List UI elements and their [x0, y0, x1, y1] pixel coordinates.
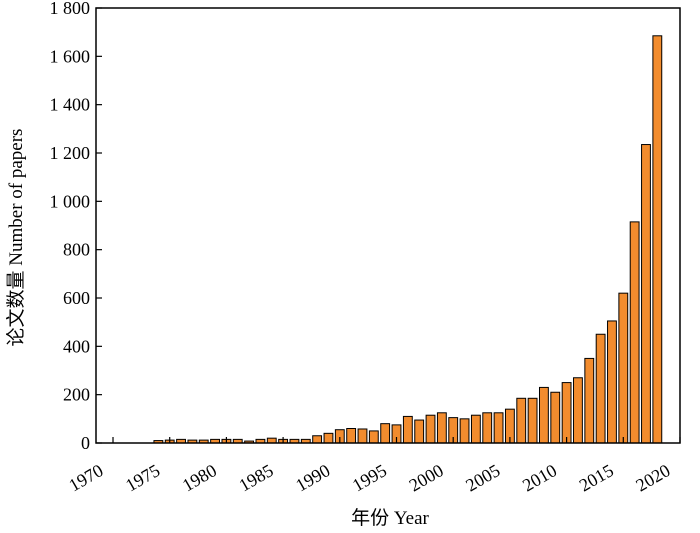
y-tick-label: 0 [81, 433, 90, 453]
x-tick-label: 2005 [462, 460, 503, 495]
bar-2002 [470, 414, 481, 444]
x-tick-label: 1985 [236, 460, 277, 495]
y-axis-title: 论文数量 Number of papers [5, 129, 27, 347]
bar-1996 [402, 415, 413, 444]
x-tick-label: 2020 [632, 460, 673, 495]
y-tick-label: 1 000 [50, 191, 91, 211]
y-axis-ticks: 0 200 400 600 800 1 000 1 200 1 400 1 600 1 800 [50, 0, 102, 453]
bar-1991 [346, 428, 357, 444]
bar-2011 [573, 377, 583, 444]
x-tick-label: 2010 [519, 460, 560, 495]
x-tick-label: 2015 [576, 460, 617, 495]
bar-2003 [482, 412, 493, 444]
x-tick-label: 1980 [179, 460, 220, 495]
bar-2004 [493, 412, 504, 444]
bar-2013 [595, 333, 606, 444]
x-axis-title: 年份 Year [351, 507, 429, 529]
y-tick-label: 1 600 [50, 46, 91, 66]
bar-1999 [436, 412, 447, 444]
bar-1992 [357, 428, 368, 444]
plot-frame [95, 7, 681, 444]
bar-2001 [459, 418, 470, 444]
y-tick-label: 1 400 [50, 95, 91, 115]
bar-2009 [550, 391, 561, 444]
y-tick-label: 1 800 [50, 0, 91, 18]
bar-2017 [641, 144, 651, 444]
bar-2008 [538, 386, 549, 444]
x-tick-label: 1970 [65, 460, 106, 495]
y-tick-label: 1 200 [50, 143, 91, 163]
bar-2010 [561, 382, 572, 444]
bars-group [153, 35, 663, 444]
x-tick-label: 1990 [292, 460, 333, 495]
y-tick-label: 600 [63, 288, 90, 308]
x-tick-label: 2000 [406, 460, 447, 495]
bar-1998 [425, 414, 436, 444]
bar-2006 [516, 397, 527, 444]
bar-1997 [414, 419, 425, 444]
bar-2015 [618, 292, 629, 444]
bar-1994 [380, 423, 391, 444]
x-tick-label: 1995 [349, 460, 390, 495]
bar-1989 [323, 432, 334, 444]
bar-1988 [312, 435, 323, 444]
x-axis-ticks: 1970 1975 1980 1985 1990 1995 2000 2005 2010 2015… [65, 437, 681, 495]
bar-2014 [607, 320, 617, 444]
bar-2012 [584, 357, 595, 444]
y-tick-label: 200 [63, 385, 90, 405]
bar-2007 [527, 397, 538, 444]
bar-1993 [368, 430, 379, 444]
y-tick-label: 800 [63, 240, 90, 260]
x-tick-label: 1975 [122, 460, 163, 495]
y-tick-label: 400 [63, 336, 90, 356]
bar-2016 [629, 221, 640, 444]
bar-2018 [652, 35, 663, 444]
